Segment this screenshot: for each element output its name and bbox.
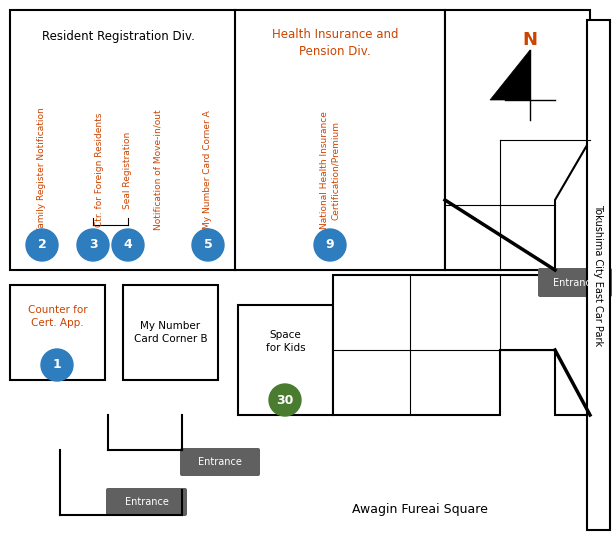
Text: Counter for
Cert. App.: Counter for Cert. App. (28, 305, 87, 328)
Circle shape (26, 229, 58, 261)
Text: Awagin Fureai Square: Awagin Fureai Square (352, 503, 488, 517)
Circle shape (314, 229, 346, 261)
Text: 30: 30 (277, 394, 294, 406)
Text: Notification of Move-in/out: Notification of Move-in/out (153, 110, 163, 231)
Text: 1: 1 (52, 358, 62, 372)
Polygon shape (333, 275, 590, 415)
Text: N: N (522, 31, 538, 49)
Text: Resident Registration Div.: Resident Registration Div. (41, 30, 195, 43)
Bar (10, 10, 445, 270)
FancyBboxPatch shape (180, 448, 260, 476)
Circle shape (41, 349, 73, 381)
FancyBboxPatch shape (538, 268, 612, 297)
Text: Family Register Notification: Family Register Notification (38, 108, 46, 232)
Text: Space
for Kids: Space for Kids (265, 330, 306, 353)
Text: 2: 2 (38, 238, 46, 251)
Text: Tokushima City East Car Park: Tokushima City East Car Park (593, 204, 604, 346)
Text: 5: 5 (204, 238, 213, 251)
Bar (123, 285, 218, 380)
Text: Entrance: Entrance (124, 497, 168, 507)
Circle shape (77, 229, 109, 261)
Polygon shape (445, 10, 590, 270)
Circle shape (192, 229, 224, 261)
Circle shape (112, 229, 144, 261)
Bar (238, 305, 333, 415)
Bar (10, 285, 105, 380)
Circle shape (269, 384, 301, 416)
FancyBboxPatch shape (106, 488, 187, 516)
Text: 4: 4 (124, 238, 132, 251)
Polygon shape (490, 50, 530, 100)
Text: Entrance: Entrance (198, 457, 242, 467)
Text: Ctr. for Foreign Residents: Ctr. for Foreign Residents (95, 113, 105, 227)
Text: Health Insurance and
Pension Div.: Health Insurance and Pension Div. (272, 28, 399, 58)
Text: National Health Insurance
Certification/Premium: National Health Insurance Certification/… (320, 111, 339, 229)
Bar (587, 20, 610, 530)
Text: 9: 9 (326, 238, 334, 251)
Text: My Number
Card Corner B: My Number Card Corner B (134, 321, 208, 344)
Text: My Number Card Corner A: My Number Card Corner A (203, 111, 213, 229)
Text: Seal Registration: Seal Registration (123, 131, 132, 209)
Text: Entrance: Entrance (553, 277, 597, 288)
Text: 3: 3 (89, 238, 97, 251)
